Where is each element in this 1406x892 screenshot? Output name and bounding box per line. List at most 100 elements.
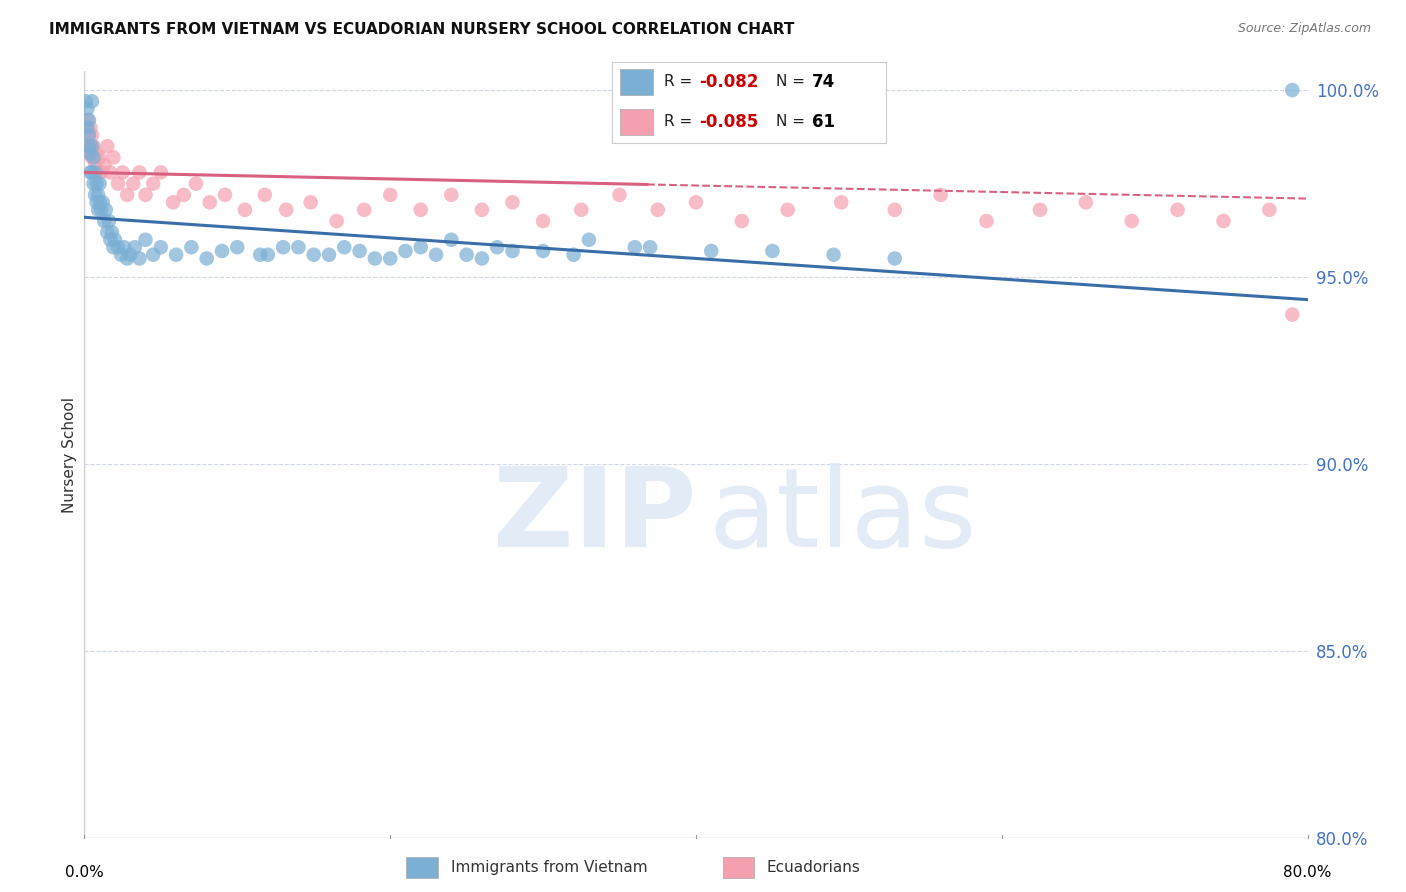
Text: R =: R = xyxy=(664,74,697,89)
Point xyxy=(249,248,271,262)
Point xyxy=(349,244,371,258)
Point xyxy=(87,187,110,202)
Point xyxy=(380,187,402,202)
Point xyxy=(86,195,108,210)
Point xyxy=(883,202,905,217)
Text: atlas: atlas xyxy=(709,463,977,570)
Point xyxy=(79,139,101,153)
Point xyxy=(115,187,138,202)
Point xyxy=(647,202,669,217)
Point xyxy=(685,195,707,210)
Text: R =: R = xyxy=(664,114,697,129)
Point xyxy=(77,128,100,142)
Point xyxy=(128,252,150,266)
Bar xyxy=(620,109,652,135)
Point xyxy=(89,177,111,191)
Text: ZIP: ZIP xyxy=(492,463,696,570)
Point xyxy=(83,150,105,164)
Point xyxy=(425,248,447,262)
Point xyxy=(531,214,554,228)
Point xyxy=(124,240,146,254)
Point xyxy=(77,146,100,161)
Point xyxy=(89,195,111,210)
Point xyxy=(502,195,524,210)
Point xyxy=(162,195,184,210)
Point xyxy=(471,202,494,217)
Text: 61: 61 xyxy=(811,113,835,131)
Point xyxy=(77,128,100,142)
Point xyxy=(111,165,134,179)
Point xyxy=(142,177,165,191)
Point xyxy=(761,244,783,258)
Point xyxy=(93,214,115,228)
Point xyxy=(84,187,107,202)
Point xyxy=(731,214,754,228)
Point xyxy=(233,202,256,217)
Point xyxy=(471,252,494,266)
Text: -0.085: -0.085 xyxy=(699,113,759,131)
Point xyxy=(578,233,600,247)
Text: IMMIGRANTS FROM VIETNAM VS ECUADORIAN NURSERY SCHOOL CORRELATION CHART: IMMIGRANTS FROM VIETNAM VS ECUADORIAN NU… xyxy=(49,22,794,37)
Point xyxy=(700,244,723,258)
Point xyxy=(180,240,202,254)
Point xyxy=(101,225,124,239)
Point xyxy=(325,214,347,228)
Point xyxy=(142,248,165,262)
Point xyxy=(318,248,340,262)
Point xyxy=(830,195,852,210)
Point xyxy=(89,150,111,164)
Point xyxy=(98,165,121,179)
Point xyxy=(79,146,101,161)
Point xyxy=(96,139,118,153)
Point xyxy=(149,240,172,254)
Point xyxy=(83,139,105,153)
Text: -0.082: -0.082 xyxy=(699,73,759,91)
Point xyxy=(103,240,125,254)
Point xyxy=(456,248,478,262)
Point xyxy=(1074,195,1097,210)
Bar xyxy=(723,856,754,879)
Text: Immigrants from Vietnam: Immigrants from Vietnam xyxy=(451,860,647,875)
Point xyxy=(76,139,98,153)
Point xyxy=(364,252,387,266)
Text: Ecuadorians: Ecuadorians xyxy=(768,860,860,875)
Point xyxy=(502,244,524,258)
Point xyxy=(86,146,108,161)
Point xyxy=(96,225,118,239)
Point xyxy=(80,139,103,153)
Point xyxy=(569,202,592,217)
Point xyxy=(184,177,207,191)
Point xyxy=(87,202,110,217)
Point xyxy=(104,233,127,247)
Point xyxy=(394,244,416,258)
Point xyxy=(198,195,221,210)
Point xyxy=(173,187,195,202)
Point xyxy=(380,252,402,266)
Point xyxy=(110,248,132,262)
Point xyxy=(1212,214,1234,228)
Point xyxy=(76,102,98,116)
Point xyxy=(333,240,356,254)
Point xyxy=(128,165,150,179)
Point xyxy=(929,187,952,202)
Point xyxy=(609,187,631,202)
Point xyxy=(135,233,157,247)
Point xyxy=(562,248,585,262)
Point xyxy=(214,187,236,202)
Point xyxy=(135,187,157,202)
Point xyxy=(86,177,108,191)
Point xyxy=(165,248,187,262)
Point xyxy=(91,195,114,210)
Point xyxy=(195,252,218,266)
Point xyxy=(1121,214,1143,228)
Point xyxy=(90,202,112,217)
Point xyxy=(107,240,129,254)
Point xyxy=(80,128,103,142)
Point xyxy=(80,165,103,179)
Text: 0.0%: 0.0% xyxy=(65,864,104,880)
Point xyxy=(353,202,375,217)
Point xyxy=(624,240,647,254)
Point xyxy=(440,233,463,247)
Point xyxy=(77,139,100,153)
Point xyxy=(409,202,432,217)
